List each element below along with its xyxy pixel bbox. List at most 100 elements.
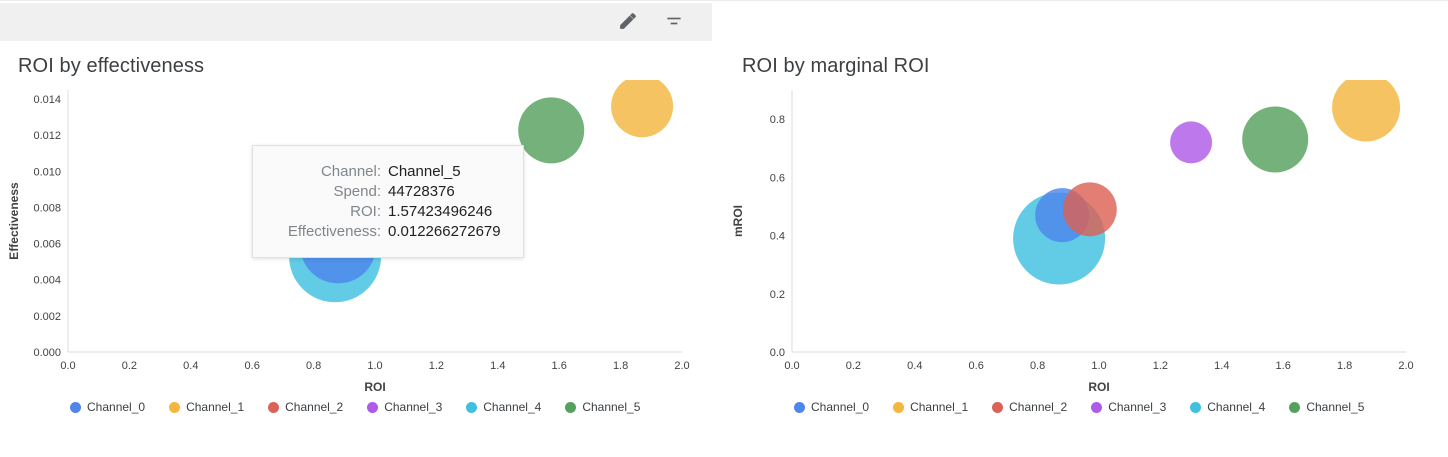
legend-dot [268,401,280,413]
y-tick-label: 0.012 [33,130,61,142]
legend-dot [1289,401,1301,413]
x-tick-label: 1.0 [1091,360,1106,372]
y-tick-label: 0.006 [33,239,61,251]
legend-label: Channel_4 [1207,400,1266,414]
legend-item-Channel_1[interactable]: Channel_1 [169,400,244,414]
filter-button[interactable] [660,8,688,36]
legend-item-Channel_4[interactable]: Channel_4 [1190,400,1265,414]
x-tick-label: 0.4 [907,360,922,372]
x-tick-label: 0.8 [1030,360,1045,372]
x-tick-label: 1.8 [613,360,628,372]
legend-dot [893,401,905,413]
chart-panel-marginal-roi: ROI by marginal ROI 0.0 0.2 0.4 0.6 0.8 1.0 1.… [724,45,1436,414]
x-tick-label: 0.2 [122,360,137,372]
x-tick-label: 0.2 [846,360,861,372]
x-axis-title: ROI [1088,380,1109,394]
tooltip-value: 0.012266272679 [388,223,501,240]
legend-dot [794,401,805,413]
y-axis-title: mROI [731,205,745,237]
chart-hover-toolbar [0,3,712,41]
tooltip-value: Channel_5 [388,163,461,180]
legend-item-Channel_3[interactable]: Channel_3 [1091,400,1166,414]
chart-tooltip: Channel: Channel_5 Spend: 44728376 ROI: … [252,145,524,258]
filter-icon [664,11,684,34]
bubble-Channel_2[interactable] [1062,182,1117,237]
legend-label: Channel_2 [285,400,344,414]
x-tick-label: 2.0 [674,360,689,372]
legend-item-Channel_2[interactable]: Channel_2 [992,400,1067,414]
tooltip-value: 44728376 [388,183,455,200]
x-tick-label: 0.6 [245,360,260,372]
y-tick-label: 0.008 [33,202,61,214]
x-tick-label: 1.8 [1337,360,1352,372]
y-tick-label: 0.4 [770,231,785,243]
y-tick-label: 0.010 [33,166,61,178]
chart-legend: Channel_0 Channel_1 Channel_2 Channel_3 Chan… [70,400,712,414]
x-tick-label: 1.6 [552,360,567,372]
y-tick-label: 0.000 [33,347,61,359]
legend-dot [169,401,181,413]
x-tick-label: 0.6 [969,360,984,372]
legend-label: Channel_0 [811,400,870,414]
tooltip-label: Spend: [333,183,381,200]
legend-item-Channel_5[interactable]: Channel_5 [1289,400,1364,414]
tooltip-row: ROI: 1.57423496246 [263,203,507,220]
tooltip-label: ROI: [350,203,381,220]
chart-legend: Channel_0 Channel_1 Channel_2 Channel_3 Chan… [794,400,1436,414]
x-axis-title: ROI [364,380,385,394]
legend-dot [1190,401,1202,413]
y-tick-label: 0.0 [770,347,785,359]
legend-item-Channel_5[interactable]: Channel_5 [565,400,640,414]
x-tick-label: 0.4 [183,360,198,372]
bubble-Channel_5[interactable] [1242,106,1309,173]
chart-title: ROI by marginal ROI [742,55,930,77]
chart-title: ROI by effectiveness [18,55,205,77]
legend-item-Channel_1[interactable]: Channel_1 [893,400,968,414]
legend-dot [1091,401,1103,413]
x-tick-label: 1.4 [490,360,505,372]
legend-label: Channel_2 [1009,400,1068,414]
tooltip-label: Channel: [320,163,381,180]
legend-dot [367,401,379,413]
legend-dot [466,401,478,413]
x-tick-label: 1.4 [1214,360,1229,372]
x-tick-label: 0.0 [784,360,799,372]
x-tick-label: 0.0 [60,360,75,372]
y-tick-label: 0.004 [33,275,61,287]
y-axis-title: Effectiveness [7,182,21,260]
legend-item-Channel_4[interactable]: Channel_4 [466,400,541,414]
legend-label: Channel_1 [910,400,969,414]
legend-label: Channel_4 [483,400,542,414]
legend-dot [70,401,81,413]
bubble-Channel_5[interactable] [518,97,585,164]
roi-marginal-roi-chart[interactable]: 0.0 0.2 0.4 0.6 0.8 1.0 1.2 1.4 1.6 1.8 2.0 0.0 0.2 0… [728,80,1428,398]
x-tick-label: 1.2 [429,360,444,372]
legend-item-Channel_3[interactable]: Channel_3 [367,400,442,414]
x-tick-label: 1.0 [367,360,382,372]
legend-label: Channel_3 [1108,400,1167,414]
y-tick-label: 0.002 [33,311,61,323]
y-tick-label: 0.6 [770,172,785,184]
legend-item-Channel_2[interactable]: Channel_2 [268,400,343,414]
tooltip-value: 1.57423496246 [388,203,493,220]
bubble-Channel_1[interactable] [1332,80,1401,142]
y-tick-label: 0.2 [770,289,785,301]
legend-label: Channel_3 [384,400,443,414]
legend-label: Channel_1 [186,400,245,414]
chart-panel-effectiveness: ROI by effectiveness 0.0 0.2 0.4 0.6 0.8 1.0 1… [0,45,712,414]
bubble-Channel_1[interactable] [611,80,674,138]
x-tick-label: 1.2 [1153,360,1168,372]
y-tick-label: 0.8 [770,114,785,126]
legend-item-Channel_0[interactable]: Channel_0 [794,400,869,414]
edit-button[interactable] [614,8,642,36]
legend-label: Channel_5 [1306,400,1365,414]
legend-item-Channel_0[interactable]: Channel_0 [70,400,145,414]
tooltip-row: Channel: Channel_5 [263,163,507,180]
bubble-Channel_3[interactable] [1170,121,1213,164]
tooltip-label: Effectiveness: [287,223,381,240]
y-tick-label: 0.014 [33,94,61,106]
legend-label: Channel_0 [87,400,146,414]
x-tick-label: 1.6 [1276,360,1291,372]
x-tick-label: 0.8 [306,360,321,372]
